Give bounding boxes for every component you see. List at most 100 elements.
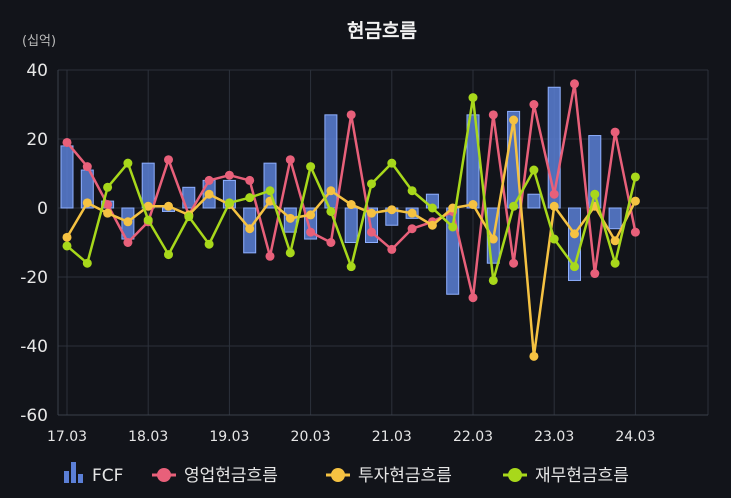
- series-point-3: [82, 258, 92, 268]
- legend-item[interactable]: 투자현금흐름: [326, 466, 452, 486]
- series-point-2: [529, 351, 539, 361]
- series-point-2: [468, 200, 478, 210]
- series-point-2: [387, 205, 397, 215]
- series-point-3: [245, 193, 255, 203]
- x-tick-label: 24.03: [615, 429, 655, 445]
- series-point-1: [204, 175, 214, 185]
- series-point-2: [346, 200, 356, 210]
- series-point-1: [549, 189, 559, 199]
- series-point-1: [407, 224, 417, 234]
- fcf-bars: [60, 86, 622, 295]
- series-point-3: [103, 182, 113, 192]
- series-point-3: [204, 239, 214, 249]
- y-tick-label: 0: [37, 199, 48, 219]
- series-point-3: [326, 206, 336, 216]
- series-point-3: [184, 212, 194, 222]
- series-point-1: [82, 162, 92, 172]
- series-point-1: [509, 258, 519, 268]
- series-point-1: [529, 100, 539, 109]
- line-marker-icon: [152, 468, 176, 482]
- series-point-2: [407, 208, 417, 218]
- series-point-3: [387, 158, 397, 168]
- legend-label: 투자현금흐름: [358, 466, 452, 486]
- fcf-bar: [344, 207, 358, 243]
- series-point-1: [224, 170, 234, 180]
- legend-item[interactable]: 재무현금흐름: [503, 466, 629, 486]
- series-point-2: [143, 201, 153, 211]
- series-point-1: [245, 175, 255, 185]
- x-tick-label: 20.03: [291, 429, 331, 445]
- series-point-1: [265, 251, 275, 261]
- legend-label: 영업현금흐름: [184, 466, 278, 486]
- y-tick-label: -40: [20, 337, 48, 357]
- series-point-3: [427, 203, 437, 213]
- x-tick-label: 18.03: [128, 429, 168, 445]
- series-point-2: [245, 224, 255, 234]
- series-point-3: [164, 250, 173, 260]
- series-point-2: [427, 220, 437, 230]
- series-point-2: [82, 198, 92, 208]
- legend[interactable]: FCF 영업현금흐름 투자현금흐름 재무현금흐름: [64, 462, 629, 486]
- series-point-2: [306, 210, 316, 220]
- series-point-2: [570, 229, 579, 239]
- series-point-3: [570, 262, 579, 272]
- series-point-2: [630, 196, 640, 206]
- series-point-3: [143, 215, 153, 225]
- series-point-3: [62, 241, 72, 251]
- series-point-2: [62, 232, 72, 242]
- series-point-1: [387, 244, 397, 254]
- y-tick-label: 20: [26, 130, 48, 150]
- series-point-3: [367, 179, 376, 189]
- series-point-2: [509, 115, 519, 125]
- series-point-3: [407, 186, 417, 196]
- series-point-1: [62, 137, 72, 147]
- series-point-2: [610, 236, 620, 246]
- series-point-3: [123, 158, 133, 168]
- series-lines: [62, 79, 640, 361]
- line-marker-icon: [326, 468, 350, 482]
- chart-title: 현금흐름: [347, 20, 417, 42]
- series-point-1: [488, 110, 498, 120]
- legend-label: FCF: [92, 466, 123, 486]
- series-point-2: [123, 217, 133, 227]
- x-tick-label: 17.03: [47, 429, 87, 445]
- legend-item[interactable]: FCF: [64, 462, 123, 486]
- series-point-1: [123, 238, 133, 247]
- series-point-2: [326, 186, 336, 196]
- series-point-3: [509, 201, 519, 211]
- series-point-2: [204, 189, 214, 199]
- series-point-1: [164, 155, 173, 165]
- series-point-2: [549, 201, 559, 211]
- series-point-1: [610, 127, 620, 137]
- series-point-2: [103, 208, 113, 218]
- series-point-1: [103, 200, 113, 210]
- fcf-bar: [608, 207, 622, 230]
- fcf-bar: [60, 145, 74, 209]
- series-point-3: [265, 186, 275, 196]
- legend-label: 재무현금흐름: [535, 466, 629, 486]
- series-point-3: [590, 189, 600, 199]
- series-point-1: [346, 110, 356, 120]
- x-tick-label: 22.03: [453, 429, 493, 445]
- series-point-1: [285, 155, 295, 165]
- series-point-1: [468, 293, 478, 303]
- series-point-1: [306, 227, 316, 237]
- series-point-1: [570, 79, 579, 89]
- series-point-3: [468, 93, 478, 103]
- fcf-bar: [141, 162, 155, 209]
- x-tick-label: 21.03: [372, 429, 412, 445]
- series-point-3: [285, 248, 295, 258]
- series-point-1: [367, 227, 376, 237]
- x-axis: 17.03 18.03 19.03 20.03 21.03 22.03 23.03 24.03: [47, 429, 655, 445]
- fcf-bar: [527, 193, 541, 209]
- y-tick-label: -20: [20, 268, 48, 288]
- series-point-3: [306, 162, 316, 172]
- series-point-3: [630, 172, 640, 182]
- series-point-1: [630, 227, 640, 237]
- series-point-3: [448, 222, 458, 232]
- bar-chart-icon: [64, 462, 83, 483]
- line-marker-icon: [503, 468, 527, 482]
- x-tick-label: 19.03: [209, 429, 249, 445]
- legend-item[interactable]: 영업현금흐름: [152, 466, 278, 486]
